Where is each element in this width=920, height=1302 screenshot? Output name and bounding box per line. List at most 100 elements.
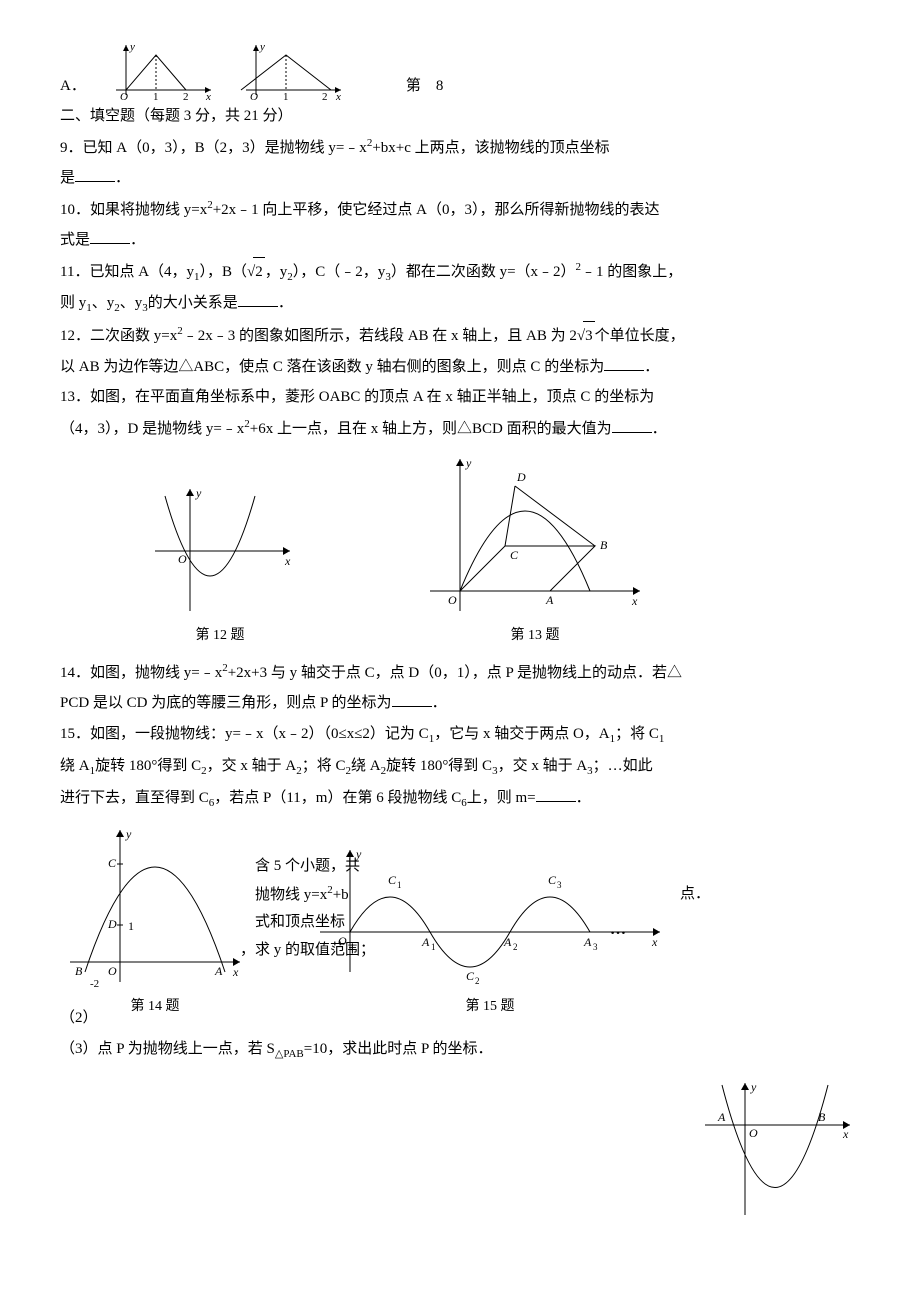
svg-text:x: x xyxy=(631,594,638,608)
svg-text:A: A xyxy=(583,935,592,949)
svg-text:O: O xyxy=(178,552,187,566)
fig14-svg: O C D 1 B A x y -2 xyxy=(60,822,250,992)
svg-text:B: B xyxy=(75,964,83,978)
q12-line1: 12．二次函数 y=x2﹣2x﹣3 的图象如图所示，若线段 AB 在 x 轴上，… xyxy=(60,321,860,351)
svg-text:y: y xyxy=(125,827,132,841)
svg-text:C: C xyxy=(510,548,519,562)
fig13-caption: 第 13 题 xyxy=(420,623,650,650)
fig12-svg: O x y xyxy=(140,481,300,621)
svg-text:2: 2 xyxy=(183,91,189,100)
svg-text:O: O xyxy=(448,593,457,607)
svg-text:B: B xyxy=(818,1110,826,1124)
q13-line1: 13．如图，在平面直角坐标系中，菱形 OABC 的顶点 A 在 x 轴正半轴上，… xyxy=(60,383,860,412)
sec3-frag1: 含 5 个小题，共 xyxy=(255,852,360,881)
section2-title: 二、填空题（每题 3 分，共 21 分） xyxy=(60,102,860,131)
svg-text:C: C xyxy=(388,873,397,887)
q13-line2: （4，3），D 是抛物线 y=﹣x2+6x 上一点，且在 x 轴上方，则△BCD… xyxy=(60,414,860,444)
top-graph-2: O 1 2 x y xyxy=(236,40,346,100)
q10-line1: 10．如果将抛物线 y=x2+2x﹣1 向上平移，使它经过点 A（0，3），那么… xyxy=(60,195,860,225)
svg-text:-2: -2 xyxy=(90,978,99,990)
svg-text:x: x xyxy=(842,1127,849,1141)
svg-text:y: y xyxy=(465,456,472,470)
svg-text:2: 2 xyxy=(513,942,518,952)
svg-text:3: 3 xyxy=(593,942,598,952)
svg-text:A: A xyxy=(421,935,430,949)
q13-blank xyxy=(612,417,652,433)
svg-text:1: 1 xyxy=(283,91,289,100)
q14-blank xyxy=(392,691,432,707)
sqrt-icon: 3 xyxy=(577,321,595,351)
svg-text:A: A xyxy=(545,593,554,607)
sec3-line3: （3）点 P 为抛物线上一点，若 S△PAB=10，求出此时点 P 的坐标． xyxy=(60,1035,860,1065)
svg-text:1: 1 xyxy=(128,919,134,933)
q9-blank xyxy=(75,166,115,182)
fig13-block: O A B C D x y 第 13 题 xyxy=(420,451,650,650)
svg-text:B: B xyxy=(600,538,608,552)
option-A-label: A． xyxy=(60,72,86,101)
svg-text:1: 1 xyxy=(153,91,159,100)
fig12-block: O x y 第 12 题 xyxy=(140,481,300,650)
svg-text:x: x xyxy=(335,91,341,100)
svg-text:A: A xyxy=(503,935,512,949)
q15-line2: 绕 A1旋转 180°得到 C2，交 x 轴于 A2；将 C2绕 A2旋转 18… xyxy=(60,752,860,782)
figrow-14-15: O C D 1 B A x y -2 第 14 题 … O A1 A2 A3 xyxy=(60,822,860,1021)
page-mark: 第 8 xyxy=(406,72,444,101)
svg-text:x: x xyxy=(205,91,211,100)
svg-text:O: O xyxy=(120,91,128,100)
sec3-frag4: ，求 y 的取值范围； xyxy=(240,936,375,965)
q15-blank xyxy=(536,786,576,802)
header-row: A． O 1 2 x y O 1 2 x y 第 8 xyxy=(60,40,860,100)
sec3-frag2: 抛物线 y=x2+b xyxy=(255,880,349,910)
fig13-svg: O A B C D x y xyxy=(420,451,650,621)
svg-text:D: D xyxy=(516,470,526,484)
svg-text:A: A xyxy=(717,1110,726,1124)
q10-blank xyxy=(90,228,130,244)
svg-text:C: C xyxy=(108,856,117,870)
svg-text:…: … xyxy=(610,921,626,938)
svg-text:2: 2 xyxy=(475,976,480,986)
svg-text:y: y xyxy=(259,41,265,53)
svg-text:A: A xyxy=(214,964,223,978)
figrow-12-13: O x y 第 12 题 O A B C D x y 第 13 题 xyxy=(60,451,860,650)
svg-text:x: x xyxy=(284,554,291,568)
svg-text:2: 2 xyxy=(322,91,328,100)
svg-text:y: y xyxy=(129,41,135,53)
q12-blank xyxy=(604,355,644,371)
sec3-frag2c: 点． xyxy=(680,880,710,909)
q15-line3: 进行下去，直至得到 C6，若点 P（11，m）在第 6 段抛物线 C6上，则 m… xyxy=(60,784,860,814)
fig15-block: … O A1 A2 A3 C1 C2 C3 x y 第 15 题 xyxy=(310,842,670,1021)
svg-text:O: O xyxy=(250,91,258,100)
svg-text:y: y xyxy=(750,1080,757,1094)
svg-text:C: C xyxy=(466,969,475,983)
sub-pab: △PAB xyxy=(275,1048,304,1060)
svg-text:1: 1 xyxy=(397,880,402,890)
q9-line1: 9．已知 A（0，3），B（2，3）是抛物线 y=﹣x2+bx+c 上两点，该抛… xyxy=(60,133,860,163)
q15-line1: 15．如图，一段抛物线：y=﹣x（x﹣2）（0≤x≤2）记为 C1，它与 x 轴… xyxy=(60,720,860,750)
fig12-caption: 第 12 题 xyxy=(140,623,300,650)
fig16-row: O A B x y xyxy=(60,1075,860,1225)
sqrt-icon: 2 xyxy=(247,257,265,287)
svg-text:1: 1 xyxy=(431,942,436,952)
q11-line1: 11．已知点 A（4，y1），B（2，y2），C（﹣2，y3）都在二次函数 y=… xyxy=(60,257,860,288)
svg-text:y: y xyxy=(195,486,202,500)
svg-text:D: D xyxy=(107,917,117,931)
svg-text:C: C xyxy=(548,873,557,887)
fig14-block: O C D 1 B A x y -2 第 14 题 xyxy=(60,822,250,1021)
q14-line1: 14．如图，抛物线 y=﹣x2+2x+3 与 y 轴交于点 C，点 D（0，1）… xyxy=(60,658,860,688)
top-graph-1: O 1 2 x y xyxy=(106,40,216,100)
q11-line2: 则 y1、y2、y3的大小关系是． xyxy=(60,289,860,319)
q14-line2: PCD 是以 CD 为底的等腰三角形，则点 P 的坐标为． xyxy=(60,689,860,718)
sec3-frag3: 式和顶点坐标 xyxy=(255,908,345,937)
svg-text:O: O xyxy=(108,964,117,978)
q9-line2: 是． xyxy=(60,164,860,193)
svg-text:x: x xyxy=(651,935,658,949)
q11-blank xyxy=(238,291,278,307)
q10-line2: 式是． xyxy=(60,226,860,255)
svg-text:x: x xyxy=(232,965,239,979)
fig15-svg: … O A1 A2 A3 C1 C2 C3 x y xyxy=(310,842,670,992)
fig16-svg: O A B x y xyxy=(700,1075,860,1225)
fig14-caption: 第 14 题 xyxy=(60,994,250,1021)
fig15-caption: 第 15 题 xyxy=(310,994,670,1021)
svg-text:3: 3 xyxy=(557,880,562,890)
svg-text:O: O xyxy=(749,1126,758,1140)
